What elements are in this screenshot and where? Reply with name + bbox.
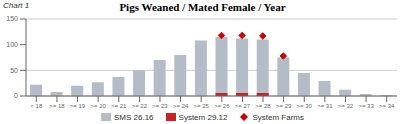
svg-text:>= 21: >= 21 <box>111 103 127 109</box>
html-text:SMS 26.16: SMS 26.16 <box>114 112 154 122</box>
svg-text:< 18: < 18 <box>30 103 43 109</box>
svg-text:100: 100 <box>8 41 18 48</box>
html-text:Pigs Weaned / Mated Female / Y: Pigs Weaned / Mated Female / Year <box>119 1 286 13</box>
html-text:System Farms: System Farms <box>252 112 304 122</box>
svg-text:>= 19: >= 19 <box>70 103 86 109</box>
svg-text:>= 32: >= 32 <box>338 103 354 109</box>
svg-text:>= 24: >= 24 <box>173 103 189 109</box>
svg-text:0: 0 <box>14 92 18 99</box>
svg-text:>= 30: >= 30 <box>297 103 313 109</box>
svg-text:>= 22: >= 22 <box>132 103 148 109</box>
svg-text:>= 34: >= 34 <box>379 103 395 109</box>
svg-text:>= 18: >= 18 <box>49 103 65 109</box>
svg-text:>= 28: >= 28 <box>255 103 271 109</box>
svg-text:>= 25: >= 25 <box>194 103 210 109</box>
svg-text:>= 33: >= 33 <box>358 103 374 109</box>
svg-text:150: 150 <box>8 15 18 22</box>
html-text:Chart 1: Chart 1 <box>3 1 30 10</box>
svg-text:50: 50 <box>10 67 18 74</box>
svg-text:>= 29: >= 29 <box>276 103 292 109</box>
svg-text:>= 27: >= 27 <box>235 103 251 109</box>
svg-text:>= 23: >= 23 <box>152 103 168 109</box>
svg-text:>= 20: >= 20 <box>90 103 106 109</box>
svg-text:>= 31: >= 31 <box>317 103 333 109</box>
html-text:System 29.12: System 29.12 <box>178 112 228 122</box>
svg-text:>= 26: >= 26 <box>214 103 230 109</box>
